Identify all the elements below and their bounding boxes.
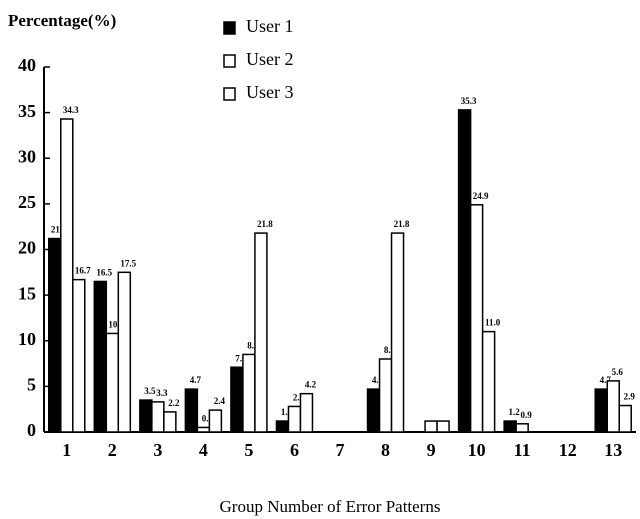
x-tick-label: 7 (336, 440, 345, 460)
x-axis-label: Group Number of Error Patterns (220, 497, 441, 516)
bar (196, 426, 211, 433)
data-label: 10.8 (108, 320, 124, 330)
data-label: 5.6 (612, 367, 624, 377)
data-label: 11.0 (485, 318, 501, 328)
bar (254, 232, 268, 433)
data-label: 2.4 (214, 396, 226, 406)
bar (230, 366, 244, 433)
y-tick-label: 10 (18, 329, 36, 349)
bar (424, 420, 438, 433)
bar (515, 423, 529, 433)
data-label: 8.5 (247, 341, 259, 351)
x-tick-label: 3 (153, 440, 162, 460)
bar (139, 399, 153, 433)
bar (594, 388, 608, 433)
y-tick-label: 15 (18, 283, 36, 303)
bar (151, 401, 165, 433)
bar (287, 405, 302, 433)
y-tick-label: 25 (18, 192, 36, 212)
x-tick-label: 13 (604, 440, 622, 460)
y-axis-label: Percentage(%) (8, 11, 116, 30)
data-label: 0.9 (521, 410, 533, 420)
bar (117, 271, 132, 433)
data-label: 2.9 (624, 392, 636, 402)
data-label: 4.7 (190, 375, 202, 385)
data-label: 0.5 (202, 414, 214, 424)
bar (275, 420, 290, 433)
data-label: 4.7 (372, 375, 384, 385)
data-label: 2.2 (168, 398, 180, 408)
x-tick-label: 5 (244, 440, 253, 460)
data-label: 34.3 (63, 105, 79, 115)
data-label: 3.3 (156, 388, 168, 398)
data-label: 8.0 (384, 345, 396, 355)
data-label: 3.5 (144, 386, 156, 396)
bar (606, 380, 620, 433)
bar (481, 330, 496, 433)
x-tick-label: 11 (514, 440, 531, 460)
bar (105, 332, 120, 433)
data-label: 1.2 (281, 407, 293, 417)
y-tick-label: 40 (18, 55, 36, 75)
x-tick-label: 9 (427, 440, 436, 460)
data-label: 16.7 (75, 266, 91, 276)
bar (184, 388, 199, 433)
data-label: 24.9 (473, 191, 489, 201)
data-label: 21.8 (257, 219, 273, 229)
bar (378, 358, 393, 433)
bar (436, 420, 450, 433)
data-label: 35.3 (461, 96, 477, 106)
x-tick-label: 12 (559, 440, 577, 460)
bar (469, 204, 484, 433)
y-tick-label: 20 (18, 238, 36, 258)
x-tick-label: 6 (290, 440, 299, 460)
legend-swatch (223, 54, 236, 68)
data-label: 16.5 (96, 268, 112, 278)
bar (457, 109, 472, 433)
bar (163, 411, 177, 433)
bar (618, 404, 632, 433)
bar (208, 409, 223, 433)
bar (93, 280, 108, 433)
data-label: 4.7 (600, 375, 612, 385)
legend-swatch (223, 21, 236, 35)
legend-swatch (223, 87, 236, 101)
x-tick-label: 10 (468, 440, 486, 460)
x-tick-label: 2 (108, 440, 117, 460)
data-label: 4.2 (305, 380, 317, 390)
legend-label: User 2 (246, 49, 294, 69)
data-label: 21.8 (394, 219, 410, 229)
legend-label: User 3 (246, 82, 294, 102)
bar (60, 118, 74, 433)
x-tick-label: 8 (381, 440, 390, 460)
bar (366, 388, 381, 433)
y-tick-label: 30 (18, 146, 36, 166)
x-tick-label: 1 (62, 440, 71, 460)
data-label: 21.2 (51, 225, 67, 235)
bar (390, 232, 405, 433)
y-tick-label: 35 (18, 101, 36, 121)
data-label: 17.5 (120, 258, 136, 268)
y-tick-label: 0 (27, 420, 36, 440)
bar (242, 353, 256, 433)
y-tick-label: 5 (27, 375, 36, 395)
data-label: 1.2 (509, 407, 521, 417)
bar (503, 420, 517, 433)
bar (299, 392, 314, 433)
bar (72, 278, 86, 433)
x-tick-label: 4 (199, 440, 208, 460)
bar (48, 237, 62, 433)
legend-label: User 1 (246, 16, 294, 36)
data-label: 2.8 (293, 393, 305, 403)
data-label: 7.1 (235, 353, 247, 363)
